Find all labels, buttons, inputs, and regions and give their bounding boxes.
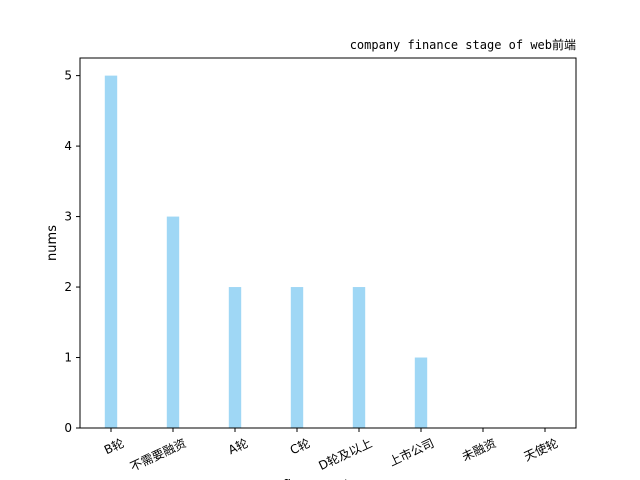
bar <box>166 216 180 428</box>
x-tick-label: 未融资 <box>460 436 499 464</box>
y-tick-label: 1 <box>64 351 72 365</box>
x-tick-label: A轮 <box>226 436 250 457</box>
x-tick-label: 天使轮 <box>521 435 560 464</box>
x-tick-label: 不需要融资 <box>128 436 188 474</box>
y-tick-label: 3 <box>64 210 72 224</box>
bar <box>290 287 304 428</box>
x-axis-label: finance_stage <box>283 478 373 480</box>
y-tick-label: 0 <box>64 421 72 435</box>
chart-title: company finance stage of web前端 <box>350 37 576 52</box>
bar <box>228 287 242 428</box>
bars-group <box>104 75 428 428</box>
x-tick-label: D轮及以上 <box>316 436 374 473</box>
x-tick-label: 上市公司 <box>386 435 436 469</box>
bar <box>352 287 366 428</box>
bar <box>414 357 428 428</box>
bar <box>104 75 118 428</box>
x-axis: B轮 不需要融资 A轮 C轮 D轮及以上 上市公司 未融资 天使轮 <box>102 428 560 474</box>
y-tick-label: 5 <box>64 69 72 83</box>
y-axis: 0 1 2 3 4 5 <box>64 69 80 435</box>
x-tick-label: B轮 <box>102 436 126 457</box>
x-tick-label: C轮 <box>288 436 312 457</box>
y-tick-label: 2 <box>64 280 72 294</box>
plot-frame <box>79 57 577 429</box>
y-axis-label: nums <box>45 225 60 261</box>
y-tick-label: 4 <box>64 139 72 153</box>
